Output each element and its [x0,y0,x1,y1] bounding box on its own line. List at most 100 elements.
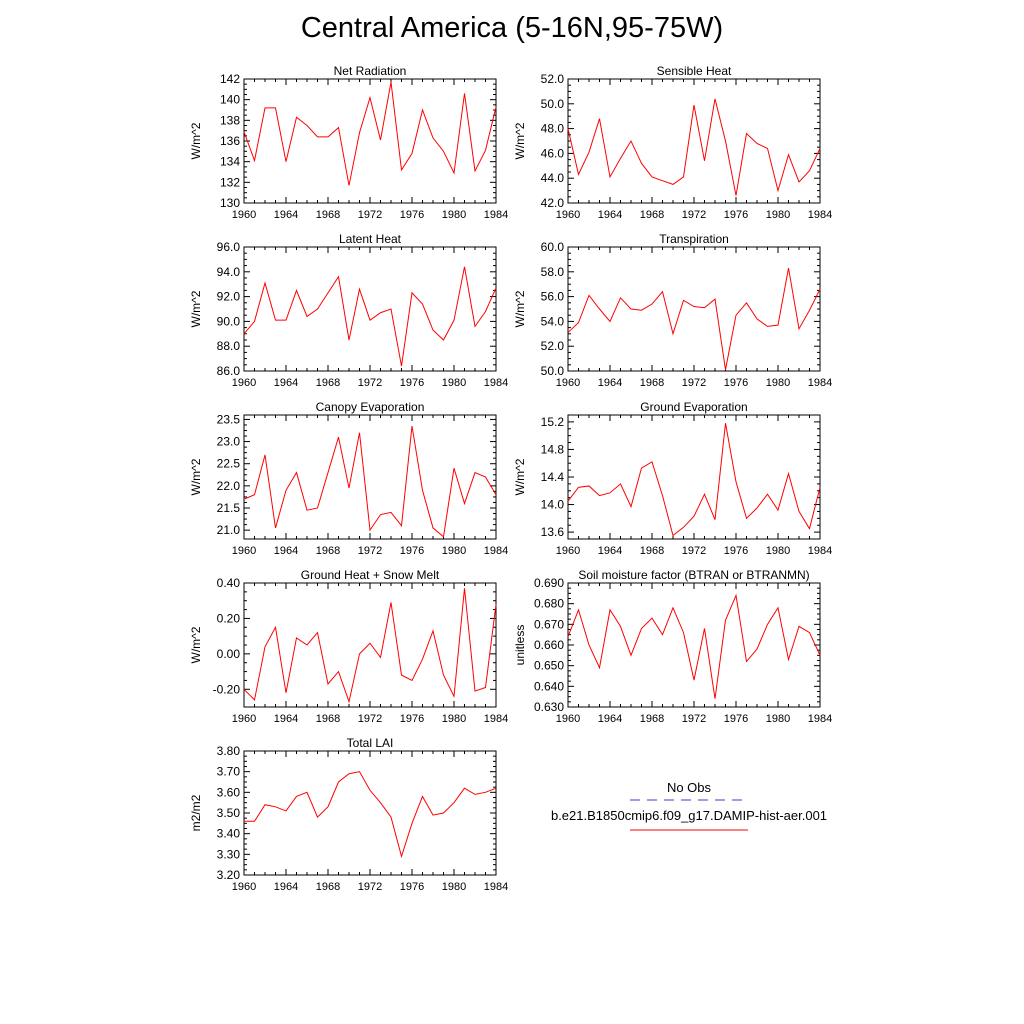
x-tick-label: 1968 [640,545,664,557]
chart-panel: Latent Heat W/m^2 86.0 88.0 90.0 92.0 94.0 96.0… [189,232,508,389]
x-tick-label: 1980 [766,545,790,557]
x-tick-label: 1964 [598,545,622,557]
x-tick-label: 1960 [232,377,256,389]
y-tick-label: 3.40 [217,827,241,841]
chart-panel: Ground Heat + Snow Melt W/m^2 -0.20 0.00 0.2… [189,568,508,725]
y-tick-label: 23.0 [217,435,241,449]
x-tick-label: 1968 [640,377,664,389]
y-tick-label: 138 [220,113,240,127]
series-line [243,266,497,367]
series-line [243,425,497,538]
y-tick-label: 130 [220,196,240,210]
x-tick-label: 1972 [682,377,706,389]
y-tick-label: 0.00 [217,647,241,661]
x-tick-label: 1972 [358,545,382,557]
series-line [567,593,821,699]
y-tick-label: 14.4 [541,470,565,484]
y-tick-label: 54.0 [541,314,565,328]
x-tick-label: 1984 [484,545,508,557]
y-tick-label: 56.0 [541,290,565,304]
y-tick-label: 0.650 [534,659,564,673]
y-axis-label: W/m^2 [513,290,527,327]
x-tick-label: 1960 [232,545,256,557]
plot-frame [567,582,821,708]
page-title: Central America (5-16N,95-75W) [300,12,724,44]
y-tick-label: 13.6 [541,525,565,539]
series-line [244,771,497,859]
plot-frame [243,414,497,540]
x-tick-label: 1980 [766,713,790,725]
y-tick-label: 3.60 [217,785,241,799]
series-line [567,267,821,370]
x-tick-label: 1960 [556,377,580,389]
y-tick-label: 48.0 [541,122,565,136]
y-tick-label: 44.0 [541,171,565,185]
series-line [567,98,821,196]
y-tick-label: 92.0 [217,290,241,304]
y-tick-label: 0.680 [534,597,564,611]
panel-title: Ground Heat + Snow Melt [301,568,440,582]
x-tick-label: 1976 [400,881,424,893]
x-tick-label: 1976 [724,209,748,221]
y-tick-label: 90.0 [217,314,241,328]
panel-title: Sensible Heat [657,64,732,78]
y-tick-label: 22.0 [217,479,241,493]
chart-panel: Net Radiation W/m^2 130 132 134 136 138 140 142 1… [189,64,508,221]
legend-obs-label: No Obs [667,780,712,795]
x-tick-label: 1972 [682,713,706,725]
x-tick-label: 1976 [400,209,424,221]
y-tick-label: 50.0 [541,97,565,111]
x-tick-label: 1964 [274,377,298,389]
x-tick-label: 1980 [442,713,466,725]
x-tick-label: 1960 [556,545,580,557]
y-tick-label: 14.0 [541,498,565,512]
y-axis-label: W/m^2 [189,290,203,327]
x-tick-label: 1976 [724,545,748,557]
y-axis-label: W/m^2 [189,626,203,663]
x-tick-label: 1968 [640,713,664,725]
y-tick-label: 0.640 [534,679,564,693]
y-tick-label: 88.0 [217,339,241,353]
panel-title: Canopy Evaporation [316,400,425,414]
plot-frame [567,246,821,372]
y-tick-label: 0.630 [534,700,564,714]
y-tick-label: 0.20 [217,611,241,625]
y-tick-label: 0.690 [534,576,564,590]
x-tick-label: 1972 [358,209,382,221]
chart-panel: Ground Evaporation W/m^2 13.6 14.0 14.4 14.8 1… [513,400,832,557]
x-tick-label: 1980 [442,209,466,221]
y-tick-label: 21.0 [217,523,241,537]
x-tick-label: 1984 [484,881,508,893]
series-line [567,423,821,537]
x-tick-label: 1980 [442,881,466,893]
y-tick-label: 134 [220,155,240,169]
y-tick-label: -0.20 [213,682,241,696]
x-tick-label: 1960 [556,713,580,725]
series-line [243,82,497,186]
y-axis-label: W/m^2 [189,458,203,495]
panel-title: Transpiration [659,232,729,246]
y-tick-label: 50.0 [541,364,565,378]
y-tick-label: 15.2 [541,415,565,429]
panel-title: Soil moisture factor (BTRAN or BTRANMN) [578,568,809,582]
y-tick-label: 42.0 [541,196,565,210]
legend-model-label: b.e21.B1850cmip6.f09_g17.DAMIP-hist-aer.… [551,808,827,823]
y-tick-label: 3.30 [217,847,241,861]
x-tick-label: 1964 [274,713,298,725]
x-tick-label: 1972 [358,881,382,893]
y-tick-label: 14.8 [541,442,565,456]
chart-panel: Sensible Heat W/m^2 42.0 44.0 46.0 48.0 50.0 52… [513,64,832,221]
plot-frame [243,750,497,876]
chart-panel: Soil moisture factor (BTRAN or BTRANMN) u… [513,568,832,725]
y-axis-label: unitless [513,625,527,666]
x-tick-label: 1972 [358,713,382,725]
x-tick-label: 1984 [808,209,832,221]
x-tick-label: 1960 [232,881,256,893]
x-tick-label: 1984 [808,377,832,389]
x-tick-label: 1968 [640,209,664,221]
y-axis-label: W/m^2 [189,122,203,159]
x-tick-label: 1964 [274,881,298,893]
y-tick-label: 3.50 [217,806,241,820]
x-tick-label: 1976 [724,377,748,389]
y-tick-label: 0.40 [217,576,241,590]
